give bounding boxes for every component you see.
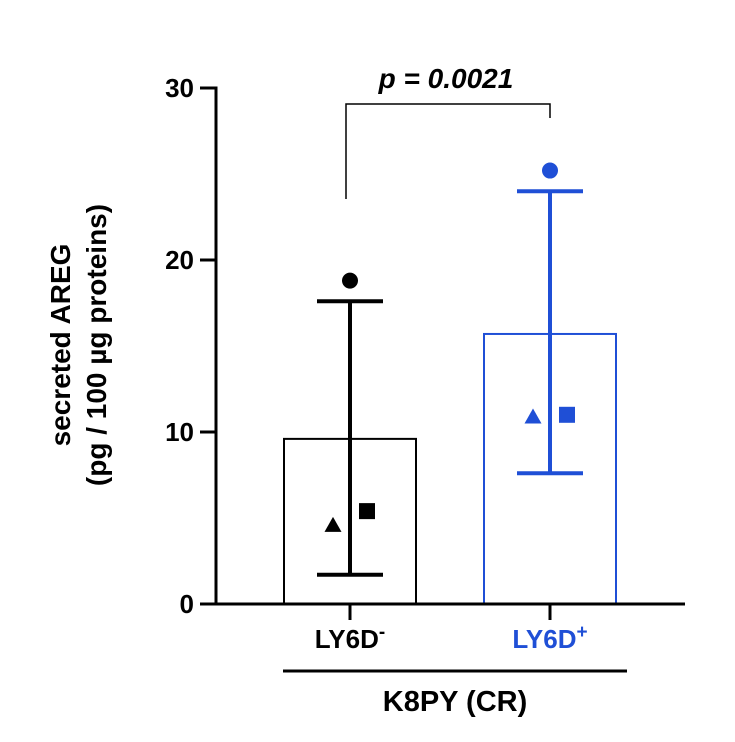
significance-bracket [345, 103, 551, 199]
y-tick-label: 0 [180, 589, 194, 619]
x-category-label: LY6D- [315, 622, 385, 654]
x-ticks [348, 604, 552, 620]
y-tick-label: 30 [165, 73, 194, 103]
y-tick-label: 10 [165, 417, 194, 447]
x-category-label: LY6D+ [512, 622, 587, 654]
y-axis-title-line1: secreted AREG [45, 244, 76, 447]
p-value-label: p = 0.0021 [378, 63, 514, 94]
data-points-layer [324, 162, 575, 532]
axes-layer [214, 86, 685, 606]
y-ticks: 0 10 20 30 [165, 73, 216, 619]
data-point-square [559, 406, 575, 423]
data-point-triangle [524, 408, 542, 424]
category-labels: LY6D- LY6D+ [315, 622, 588, 654]
y-tick-label: 20 [165, 245, 194, 275]
data-point-circle [342, 272, 358, 289]
group-label: K8PY (CR) [383, 686, 528, 718]
data-point-square [359, 503, 375, 520]
error-bars-layer [317, 189, 583, 577]
data-point-triangle [324, 516, 342, 532]
data-point-circle [542, 162, 558, 179]
bars-layer [283, 332, 617, 605]
y-axis-title-line2: (pg / 100 µg proteins) [81, 204, 112, 486]
